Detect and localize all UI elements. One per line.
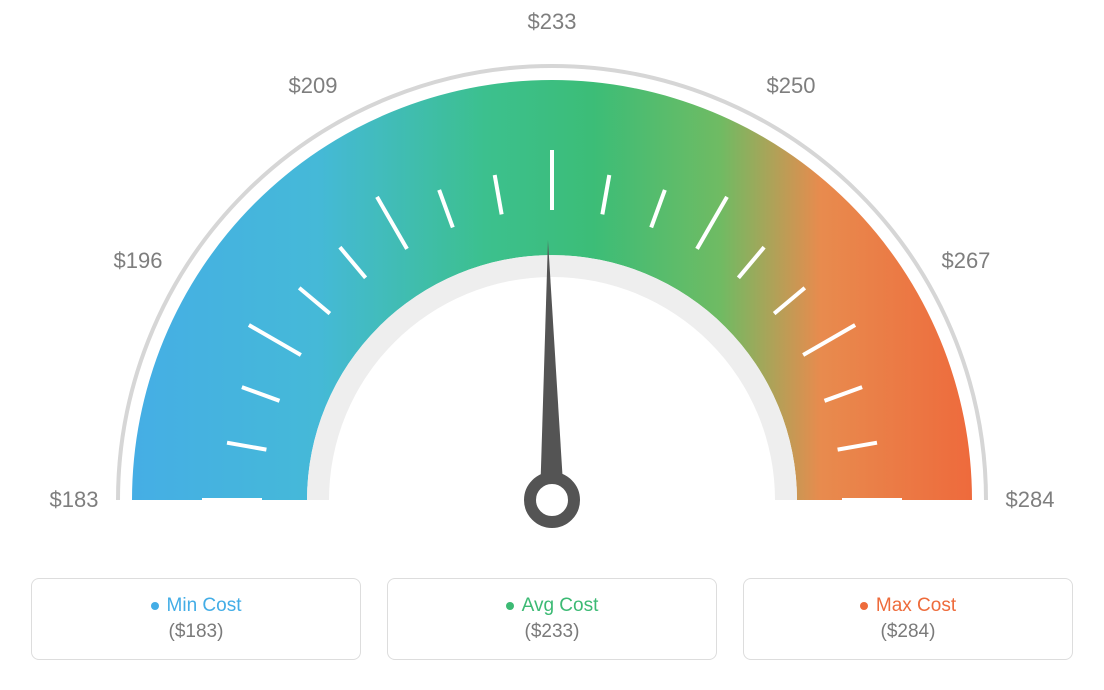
legend-text-avg: Avg Cost: [522, 595, 599, 617]
gauge-needle-hub: [530, 478, 574, 522]
gauge-svg: [0, 0, 1104, 560]
legend-card-max: Max Cost ($284): [743, 578, 1073, 660]
legend-label-min: Min Cost: [151, 595, 242, 617]
gauge-area: $183 $196 $209 $233 $250 $267 $284: [0, 0, 1104, 560]
legend-value-max: ($284): [881, 621, 936, 643]
legend-row: Min Cost ($183) Avg Cost ($233) Max Cost…: [0, 578, 1104, 660]
legend-dot-max: [860, 602, 868, 610]
gauge-chart-container: $183 $196 $209 $233 $250 $267 $284 Min Cost ($…: [0, 0, 1104, 690]
legend-card-avg: Avg Cost ($233): [387, 578, 717, 660]
legend-label-max: Max Cost: [860, 595, 956, 617]
legend-dot-avg: [506, 602, 514, 610]
legend-text-min: Min Cost: [167, 595, 242, 617]
legend-label-avg: Avg Cost: [506, 595, 599, 617]
legend-text-max: Max Cost: [876, 595, 956, 617]
scale-label: $267: [941, 248, 990, 274]
legend-value-avg: ($233): [525, 621, 580, 643]
scale-label: $284: [1006, 487, 1055, 513]
scale-label: $196: [114, 248, 163, 274]
scale-label: $209: [289, 73, 338, 99]
legend-card-min: Min Cost ($183): [31, 578, 361, 660]
scale-label: $183: [50, 487, 99, 513]
legend-value-min: ($183): [169, 621, 224, 643]
scale-label: $250: [767, 73, 816, 99]
scale-label: $233: [528, 9, 577, 35]
legend-dot-min: [151, 602, 159, 610]
gauge-needle: [540, 240, 564, 500]
